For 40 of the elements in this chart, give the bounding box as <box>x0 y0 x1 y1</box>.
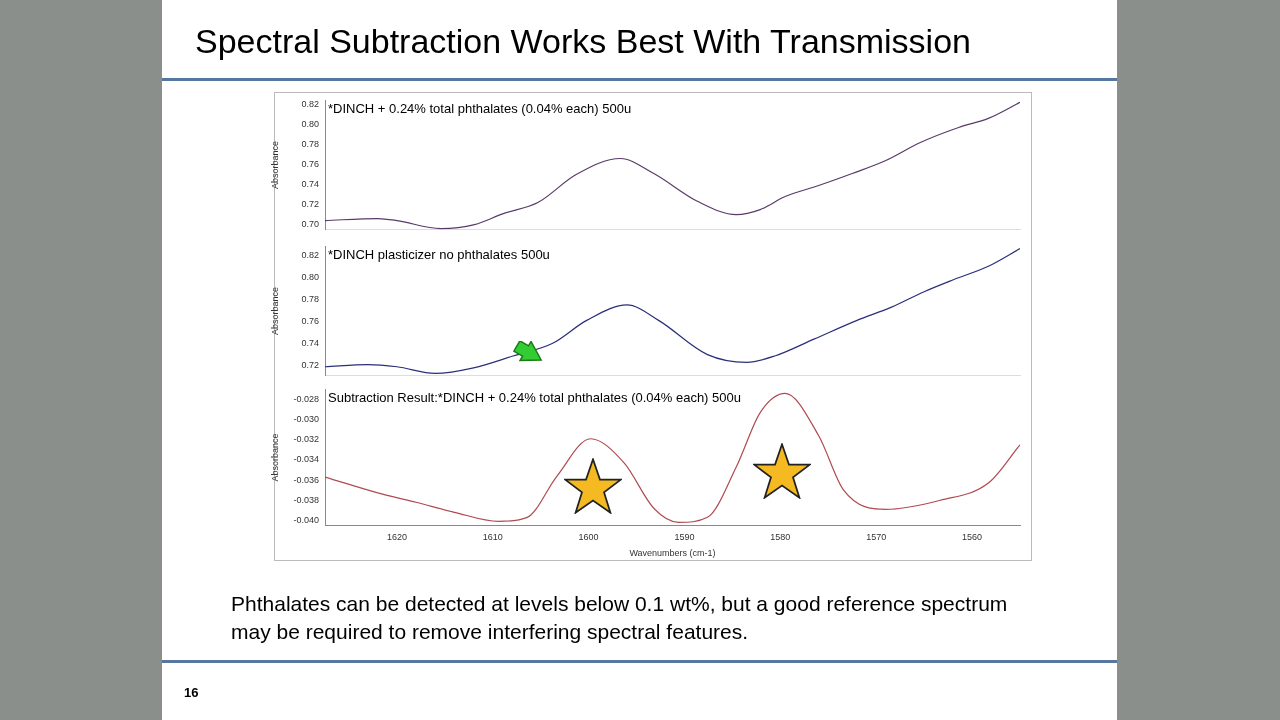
y-tick-label: 0.70 <box>301 219 319 230</box>
text: *DINCH + 0.24% total phthalates (0.04% each) 500u <box>328 101 632 117</box>
y-tick-label: 0.76 <box>301 158 319 169</box>
y-axis-title: Absorbance <box>269 140 280 190</box>
chart-title: Spectral Subtraction Works Best With Transmission <box>195 22 971 61</box>
x-tick-label: 1590 <box>674 532 695 543</box>
y-tick-label: -0.040 <box>293 514 319 525</box>
y-tick-label: 0.74 <box>301 179 319 190</box>
x-tick-label: 1560 <box>962 532 983 543</box>
x-tick-label: 1570 <box>866 532 887 543</box>
x-tick-label: 1610 <box>482 532 503 543</box>
y-axis-title: Absorbance <box>269 286 280 336</box>
x-axis-title: Wavenumbers (cm-1) <box>629 548 716 559</box>
y-tick-label: -0.036 <box>293 474 319 485</box>
x-tick-label: 1600 <box>578 532 599 543</box>
y-tick-label: 0.82 <box>301 98 319 109</box>
text: *DINCH plasticizer no phthalates 500u <box>328 247 550 263</box>
y-tick-label: -0.032 <box>293 434 319 445</box>
y-tick-label: 0.78 <box>301 138 319 149</box>
y-tick-label: 0.78 <box>301 293 319 304</box>
y-tick-label: 0.74 <box>301 338 319 349</box>
y-tick-label: -0.034 <box>293 454 319 465</box>
y-tick-label: 0.80 <box>301 271 319 282</box>
y-tick-label: 0.82 <box>301 249 319 260</box>
y-tick-label: 0.72 <box>301 360 319 371</box>
y-axis-title: Absorbance <box>269 433 280 482</box>
y-tick-label: 0.72 <box>301 199 319 210</box>
y-tick-label: -0.030 <box>293 414 319 425</box>
text: 16 <box>184 685 199 700</box>
line-series <box>325 248 1020 374</box>
y-tick-label: -0.028 <box>293 393 319 404</box>
y-tick-label: 0.76 <box>301 315 319 326</box>
series-label: Subtraction Result:*DINCH + 0.24% total phthalates (0.04% each) 500u <box>328 390 741 406</box>
y-tick-label: -0.038 <box>293 494 319 505</box>
line-series <box>325 101 1020 230</box>
y-tick-label: 0.80 <box>301 118 319 129</box>
x-tick-label: 1580 <box>770 532 791 543</box>
line-series <box>325 392 1020 523</box>
text: Phthalates can be detected at levels below 0.1 wt%, but a good reference spectrum may be required to remove interfering spectral features. <box>231 591 1009 645</box>
x-tick-label: 1620 <box>386 532 407 543</box>
